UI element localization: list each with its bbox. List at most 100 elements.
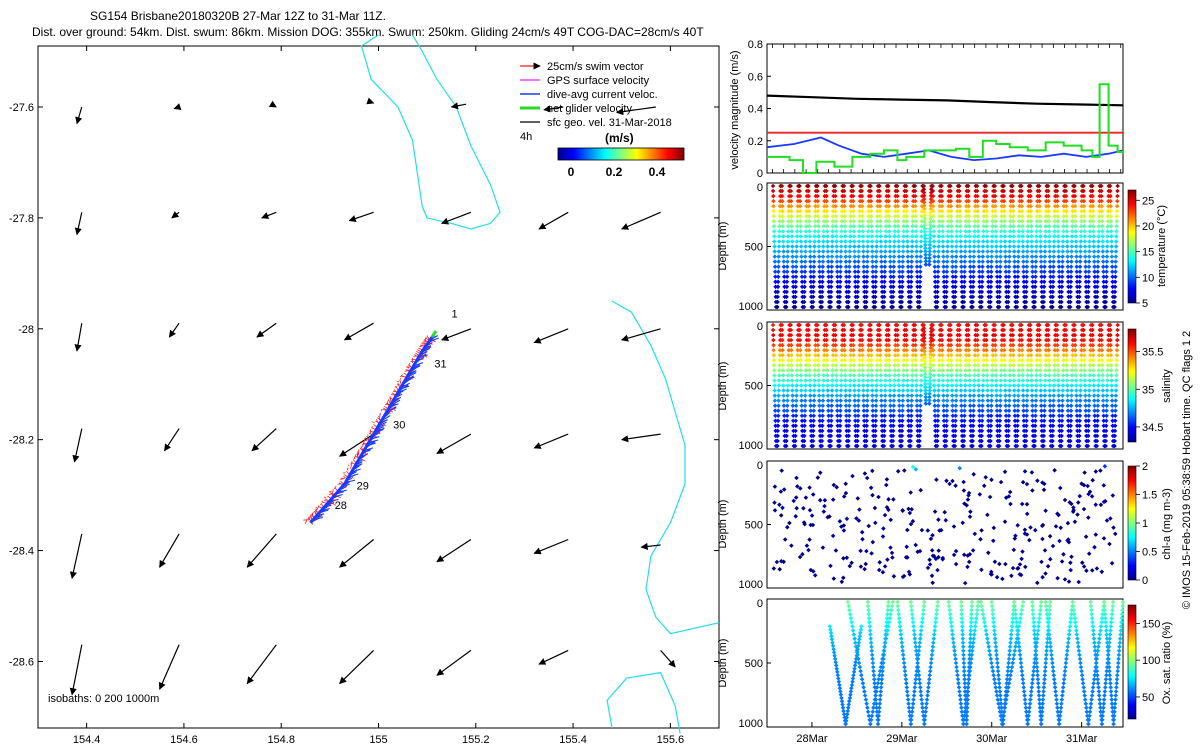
swim-vector [393, 389, 398, 393]
depth-tick-label: 1000 [739, 440, 763, 452]
profile-sample [775, 294, 780, 300]
swim-vector [346, 467, 349, 470]
geo-vector-25 [436, 433, 472, 455]
geo-vector-11 [441, 211, 472, 225]
chl-colorbar-ticks: 21.510.50 [1136, 461, 1157, 587]
profile-sample [775, 304, 780, 310]
swim-vector [328, 490, 332, 493]
profile-sample [773, 274, 778, 279]
velocity-series-0 [766, 94, 1124, 107]
legend-interval-note: 4h [520, 131, 532, 143]
geo-vector-14 [74, 323, 83, 352]
geo-vector-30 [246, 533, 277, 568]
swim-vector [304, 518, 308, 525]
map-colorbar [557, 147, 685, 161]
velocity-series-group [766, 83, 1124, 174]
geo-vector-16 [256, 322, 277, 338]
geo-vector-31 [339, 539, 374, 568]
map-xtick-label: 154.6 [170, 734, 198, 746]
profile-sample [776, 269, 781, 274]
colorbar-tick-label: 25 [1142, 195, 1154, 207]
colorbar-tick-label: 0.5 [1142, 547, 1157, 559]
geo-vector-18 [441, 328, 472, 341]
geo-vector-7 [74, 212, 83, 236]
profile-sample [776, 254, 781, 259]
geo-vector-27 [620, 433, 661, 443]
swim-vector [316, 505, 320, 511]
colorbar-tick-label: 20 [1142, 221, 1154, 233]
chl-colorbar-label: chl-a (mg m-3) [1161, 488, 1173, 560]
day-label-1: 1 [452, 309, 458, 321]
geo-vector-34 [640, 542, 661, 551]
geo-vector-41 [660, 650, 676, 668]
day-label-30: 30 [393, 420, 405, 432]
depth-tick-label: 0 [757, 182, 763, 194]
velocity-frame [766, 43, 1124, 174]
geo-vector-8 [171, 211, 180, 219]
geo-vector-9 [261, 211, 277, 219]
map-ytick-label: -28.4 [9, 546, 34, 558]
profile-sample [773, 284, 778, 290]
depth-tick-label: 500 [745, 381, 763, 393]
swim-vector [341, 477, 345, 480]
swim-vector [376, 419, 380, 424]
swim-vector [362, 439, 366, 447]
track-line [309, 336, 434, 524]
geo-vector-29 [159, 533, 180, 568]
isobaths-label: isobaths: 0 200 1000m [48, 693, 159, 705]
colorbar-tick-label: 1.5 [1142, 490, 1157, 502]
geo-vector-12 [538, 211, 569, 230]
day-label-29: 29 [357, 481, 369, 493]
velocity-ylabel: velocity magnitude (m/s) [729, 50, 741, 169]
swim-vector [321, 500, 324, 502]
profile-sample [776, 259, 781, 264]
coastline-2 [606, 671, 681, 734]
colorbar-tick-label: 34.5 [1142, 422, 1163, 434]
colorbar-tick-1: 0.2 [606, 165, 623, 179]
legend-net-glider-velocity: net glider velocity [547, 103, 632, 115]
swim-vector [371, 425, 373, 429]
colorbar-tick-label: 35.5 [1142, 347, 1163, 359]
map-xtick-label: 154.8 [267, 734, 295, 746]
map-x-axis: 154.4 154.6 154.8 155 155.2 155.4 155.6 [73, 46, 684, 746]
map-ytick-label: -28 [18, 324, 34, 336]
figure-title: SG154 Brisbane20180320B 27-Mar 12Z to 31… [90, 9, 386, 23]
map-xtick-label: 155.2 [462, 734, 490, 746]
geo-vector-2 [268, 100, 277, 108]
profile-sample [775, 299, 780, 305]
swim-vector [310, 511, 314, 520]
geo-vector-6 [616, 106, 656, 116]
profile-sample [772, 269, 778, 274]
geo-vector-28 [69, 533, 83, 580]
depth-tick-label: 0 [757, 321, 763, 333]
velocity-panel: 00.20.40.60.8 velocity magnitude (m/s) [729, 39, 1124, 180]
map-xtick-label: 155.4 [559, 734, 587, 746]
swim-vector [319, 503, 322, 506]
map-xtick-label: 155.6 [657, 734, 685, 746]
swim-vector [337, 483, 341, 485]
velocity-ytick-label: 0.2 [748, 136, 763, 148]
geo-vector-13 [621, 211, 661, 230]
profile-sample [775, 279, 781, 285]
depth-tick-label: 500 [745, 520, 763, 532]
profile-sample [775, 289, 781, 295]
map-xtick-label: 154.4 [73, 734, 101, 746]
geo-vector-33 [533, 538, 569, 555]
geo-vector-19 [533, 328, 569, 344]
colorbar-tick-label: 0 [1142, 575, 1148, 587]
swim-vector [372, 421, 375, 424]
swim-vector [309, 514, 312, 520]
geo-vector-5 [543, 105, 564, 113]
day-label-28: 28 [335, 500, 347, 512]
geo-vector-17 [343, 322, 374, 341]
map-glider-track [303, 330, 439, 525]
map-ytick-label: -28.6 [9, 656, 34, 668]
salinity-colorbar-label: salinity [1161, 369, 1173, 403]
